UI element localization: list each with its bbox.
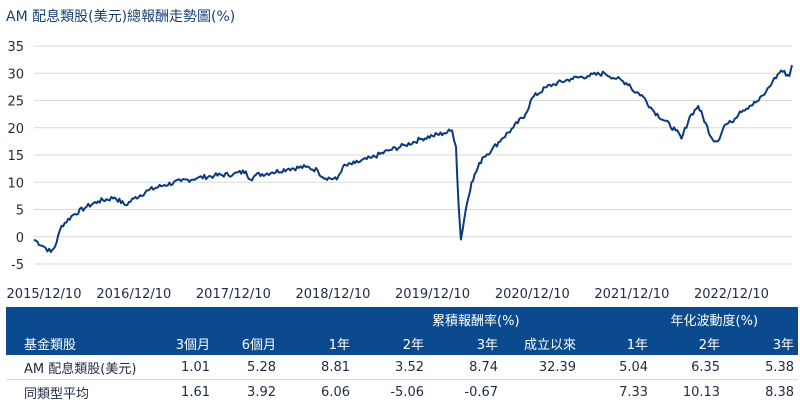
x-axis-ticks: 2015/12/10 2016/12/10 2017/12/10 2018/12/10… — [7, 287, 769, 300]
cell-since-inception — [502, 380, 580, 405]
col-header-2y: 2年 — [354, 331, 428, 355]
cell-vol-1y: 7.33 — [619, 384, 649, 400]
y-tick-label: 5 — [16, 204, 24, 219]
row-label: AM 配息類股(美元) — [6, 355, 154, 380]
cell-3m: 1.61 — [181, 384, 210, 400]
row-label: 同類型平均 — [24, 386, 90, 402]
x-tick-label: 2017/12/10 — [196, 287, 271, 300]
x-tick-label: 2020/12/10 — [495, 287, 570, 300]
col-header-since-inception: 成立以來 — [502, 331, 581, 355]
cell-2y: -5.06 — [390, 384, 424, 400]
x-tick-label: 2015/12/10 — [7, 287, 82, 300]
x-tick-label: 2016/12/10 — [96, 287, 171, 300]
col-header-vol-3y: 3年 — [724, 331, 799, 355]
column-header-row: 基金類股 3個月 6個月 1年 2年 3年 成立以來 1年 2年 3年 — [6, 331, 799, 355]
y-tick-label: 30 — [7, 67, 24, 82]
table-row: AM 配息類股(美元) 1.01 5.28 8.81 3.52 8.74 32.… — [6, 355, 799, 380]
chart-title: AM 配息類股(美元)總報酬走勢圖(%) — [6, 9, 236, 25]
cell-1y: 6.06 — [321, 384, 350, 400]
cell-3m: 1.01 — [154, 355, 214, 380]
cell-vol-3y: 5.38 — [724, 355, 799, 380]
col-header-share-class: 基金類股 — [6, 331, 154, 355]
table-row: 同類型平均 1.61 3.92 6.06 -5.06 -0.67 7.33 10… — [6, 380, 798, 405]
cell-6m: 5.28 — [214, 355, 280, 380]
y-tick-label: 0 — [16, 231, 24, 246]
cell-vol-1y: 5.04 — [580, 355, 653, 380]
cell-since-inception: 32.39 — [502, 355, 581, 380]
y-tick-label: -5 — [11, 258, 24, 273]
cell-1y: 8.81 — [280, 355, 354, 380]
x-tick-label: 2022/12/10 — [694, 287, 769, 300]
y-tick-label: 35 — [7, 40, 24, 55]
performance-table: 累積報酬率(%) 年化波動度(%) 基金類股 3個月 6個月 1年 2年 3年 … — [6, 307, 799, 405]
group-header-row: 累積報酬率(%) 年化波動度(%) — [6, 307, 799, 331]
return-series-line — [33, 64, 793, 253]
cell-3y: -0.67 — [464, 384, 499, 400]
x-tick-label: 2021/12/10 — [594, 287, 669, 300]
col-header-vol-2y: 2年 — [652, 331, 725, 355]
cell-6m: 3.92 — [247, 384, 276, 400]
y-axis-ticks: -5 0 5 10 15 20 25 30 35 — [7, 40, 24, 273]
col-header-3y: 3年 — [428, 331, 503, 355]
y-tick-label: 10 — [7, 176, 24, 191]
col-header-vol-1y: 1年 — [580, 331, 653, 355]
y-tick-label: 20 — [7, 122, 24, 137]
col-header-3m: 3個月 — [154, 331, 214, 355]
y-tick-label: 15 — [7, 149, 24, 164]
cell-vol-3y: 8.38 — [765, 384, 795, 400]
x-tick-label: 2018/12/10 — [295, 287, 370, 300]
volatility-header: 年化波動度(%) — [652, 307, 799, 331]
gridlines — [34, 45, 792, 265]
cell-2y: 3.52 — [354, 355, 428, 380]
cell-vol-2y: 6.35 — [652, 355, 725, 380]
x-tick-label: 2019/12/10 — [395, 287, 470, 300]
col-header-1y: 1年 — [280, 331, 354, 355]
y-tick-label: 25 — [7, 95, 24, 110]
cell-vol-2y: 10.13 — [682, 384, 721, 400]
cell-3y: 8.74 — [428, 355, 503, 380]
cumulative-return-header: 累積報酬率(%) — [432, 307, 653, 331]
col-header-6m: 6個月 — [214, 331, 280, 355]
